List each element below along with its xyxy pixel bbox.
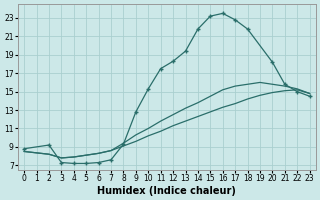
X-axis label: Humidex (Indice chaleur): Humidex (Indice chaleur) (98, 186, 236, 196)
